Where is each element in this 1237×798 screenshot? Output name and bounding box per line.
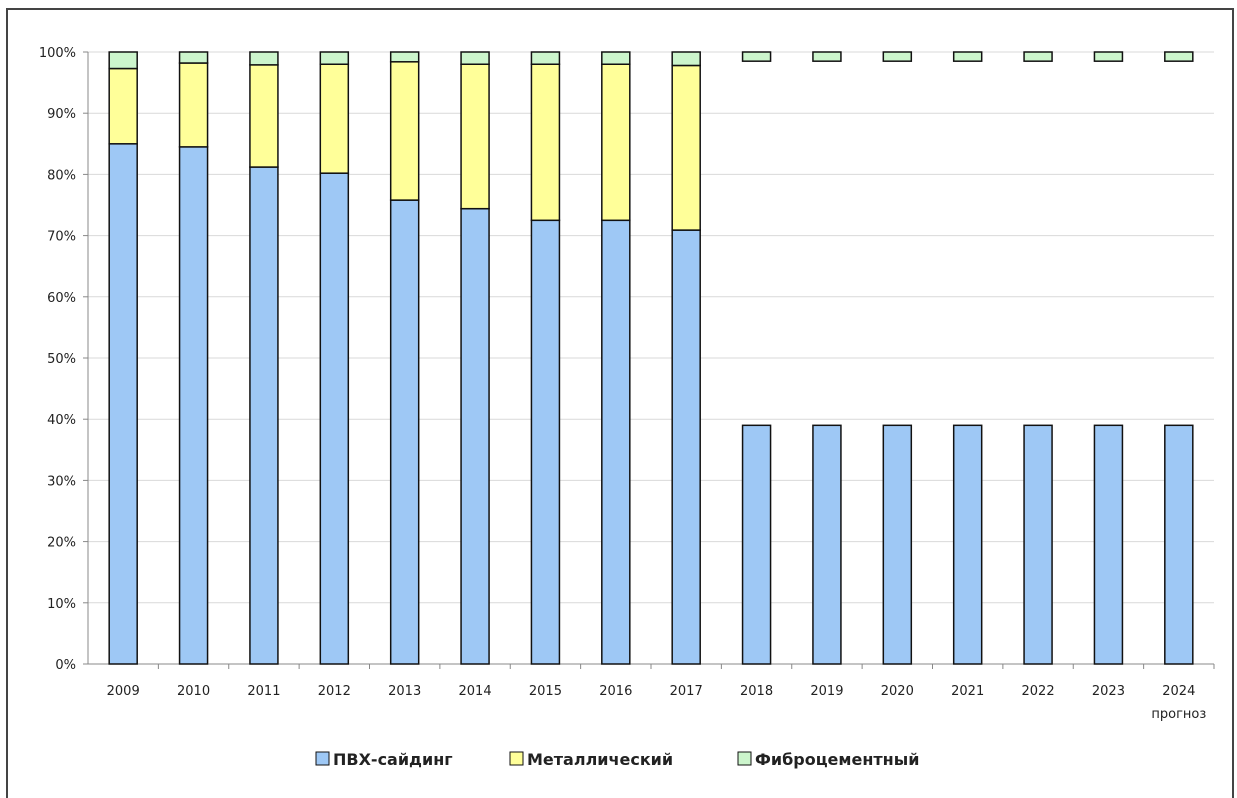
x-tick-label: 2018 <box>740 684 773 699</box>
bar-segment <box>1164 51 1194 62</box>
legend-label: Фиброцементный <box>755 750 919 769</box>
x-tick-label: 2013 <box>388 684 421 699</box>
y-tick-label: 100% <box>39 46 76 61</box>
bar-segment <box>671 229 701 665</box>
x-tick-label: 2014 <box>459 684 492 699</box>
legend-label: ПВХ-сайдинг <box>333 750 453 769</box>
bar-segment <box>882 424 913 665</box>
bar-segment <box>1093 51 1124 62</box>
bar-segment <box>882 51 913 62</box>
bar-segment <box>741 424 772 665</box>
bar-segment <box>671 64 701 231</box>
x-tick-label: 2016 <box>599 684 632 699</box>
x-tick-label: 2024 <box>1162 684 1195 699</box>
x-tick-label: 2010 <box>177 684 210 699</box>
y-tick-label: 0% <box>55 658 76 673</box>
legend: ПВХ-сайдинг Металлический Фиброцементный <box>315 750 919 769</box>
bar-segment <box>249 166 279 665</box>
bar-segment <box>319 51 350 65</box>
bar-segment <box>178 146 209 665</box>
x-tick-labels: 2009 2010 2011 2012 2013 2014 2015 2016 2017 2018… <box>107 684 1207 722</box>
bar-segment <box>1093 424 1124 665</box>
x-tick-label: 2020 <box>881 684 914 699</box>
bar-segment <box>389 199 420 665</box>
bar-segment <box>1023 51 1053 62</box>
bar-segment <box>601 219 631 665</box>
y-tick-labels: 0% 10% 20% 30% 40% 50% 60% 70% 80% 90% 100% <box>39 46 76 673</box>
y-tick-label: 70% <box>47 230 76 245</box>
x-tick-label: 2021 <box>951 684 984 699</box>
bar-segment <box>178 51 209 64</box>
bar-segment <box>530 63 561 222</box>
bar-segment <box>601 63 631 222</box>
bar-segment <box>108 143 138 665</box>
y-tick-label: 30% <box>47 474 76 489</box>
bar-segment <box>249 51 279 66</box>
y-tick-label: 10% <box>47 597 76 612</box>
bar-segment <box>1023 424 1053 665</box>
bar-segment <box>530 51 561 65</box>
x-tick-label: 2022 <box>1022 684 1055 699</box>
bar-segment <box>952 51 983 62</box>
y-tick-label: 60% <box>47 291 76 306</box>
y-tick-label: 90% <box>47 107 76 122</box>
bar-segment <box>460 51 490 65</box>
bar-segment <box>108 51 138 70</box>
bar-segment <box>1164 424 1194 665</box>
legend-swatch <box>737 751 752 766</box>
bar-segment <box>530 219 561 665</box>
legend-swatch <box>315 751 330 766</box>
bar-segment <box>249 64 279 168</box>
bar-segment <box>671 51 701 67</box>
bar-segment <box>952 424 983 665</box>
bar-segment <box>601 51 631 65</box>
x-tick-label: 2023 <box>1092 684 1125 699</box>
x-tick-label: 2019 <box>810 684 843 699</box>
x-tick-label: 2012 <box>318 684 351 699</box>
bar-segment <box>389 51 420 63</box>
bar-segment <box>319 63 350 174</box>
bar-segment <box>812 51 842 62</box>
x-tick-label: 2009 <box>107 684 140 699</box>
bar-segment <box>178 62 209 148</box>
bar-segment <box>812 424 842 665</box>
legend-swatch <box>509 751 524 766</box>
bar-segment <box>319 172 350 665</box>
bars <box>108 51 1194 665</box>
bar-segment <box>460 207 490 665</box>
y-tick-label: 40% <box>47 413 76 428</box>
bar-segment <box>741 51 772 62</box>
forecast-note: прогноз <box>1151 707 1206 722</box>
x-tick-label: 2017 <box>670 684 703 699</box>
y-tick-label: 80% <box>47 168 76 183</box>
bar-segment <box>460 63 490 210</box>
bar-segment <box>389 61 420 201</box>
y-tick-label: 20% <box>47 536 76 551</box>
x-tick-label: 2015 <box>529 684 562 699</box>
legend-label: Металлический <box>527 750 673 769</box>
bar-segment <box>108 67 138 145</box>
y-tick-label: 50% <box>47 352 76 367</box>
x-tick-label: 2011 <box>247 684 280 699</box>
